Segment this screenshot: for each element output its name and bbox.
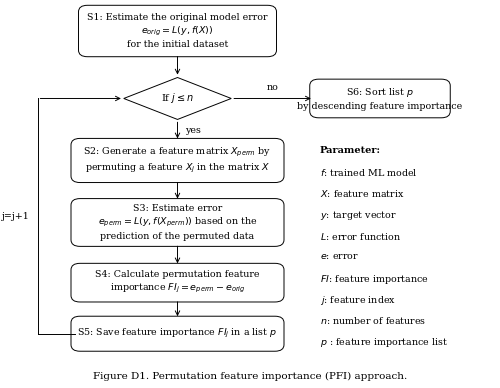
Text: If $j \leq n$: If $j \leq n$	[161, 92, 194, 106]
Text: $X$: feature matrix: $X$: feature matrix	[320, 188, 404, 199]
FancyBboxPatch shape	[71, 139, 284, 182]
Text: S5: Save feature importance $FI_j$ in a list $p$: S5: Save feature importance $FI_j$ in a …	[78, 327, 278, 340]
Text: S3: Estimate error
$e_{perm} = L(y, f(X_{perm}))$ based on the
prediction of the: S3: Estimate error $e_{perm} = L(y, f(X_…	[98, 204, 258, 241]
Text: S2: Generate a feature matrix $X_{perm}$ by
permuting a feature $X_j$ in the mat: S2: Generate a feature matrix $X_{perm}$…	[84, 146, 272, 175]
Text: no: no	[266, 83, 278, 92]
Text: j=j+1: j=j+1	[2, 211, 30, 221]
FancyBboxPatch shape	[71, 263, 284, 302]
FancyBboxPatch shape	[71, 316, 284, 351]
Text: $FI$: feature importance: $FI$: feature importance	[320, 273, 429, 286]
Text: $p$ : feature importance list: $p$ : feature importance list	[320, 336, 448, 349]
Text: S6: Sort list $p$
by descending feature importance: S6: Sort list $p$ by descending feature …	[298, 86, 462, 111]
Text: $n$: number of features: $n$: number of features	[320, 315, 426, 326]
Text: $y$: target vector: $y$: target vector	[320, 210, 397, 222]
Text: $f$: trained ML model: $f$: trained ML model	[320, 167, 418, 178]
Text: $j$: feature index: $j$: feature index	[320, 294, 396, 307]
Text: $e$: error: $e$: error	[320, 252, 359, 261]
FancyBboxPatch shape	[78, 5, 276, 57]
FancyBboxPatch shape	[71, 199, 284, 246]
Polygon shape	[124, 78, 231, 120]
Text: $L$: error function: $L$: error function	[320, 230, 401, 241]
Text: Parameter:: Parameter:	[320, 146, 381, 155]
Text: Figure D1. Permutation feature importance (PFI) approach.: Figure D1. Permutation feature importanc…	[93, 372, 407, 381]
Text: S1: Estimate the original model error
$e_{orig} = L(y, f(X))$
for the initial da: S1: Estimate the original model error $e…	[88, 13, 268, 49]
Text: yes: yes	[184, 126, 200, 135]
FancyBboxPatch shape	[310, 79, 450, 118]
Text: S4: Calculate permutation feature
importance $FI_j = e_{perm} - e_{orig}$: S4: Calculate permutation feature import…	[95, 270, 260, 295]
